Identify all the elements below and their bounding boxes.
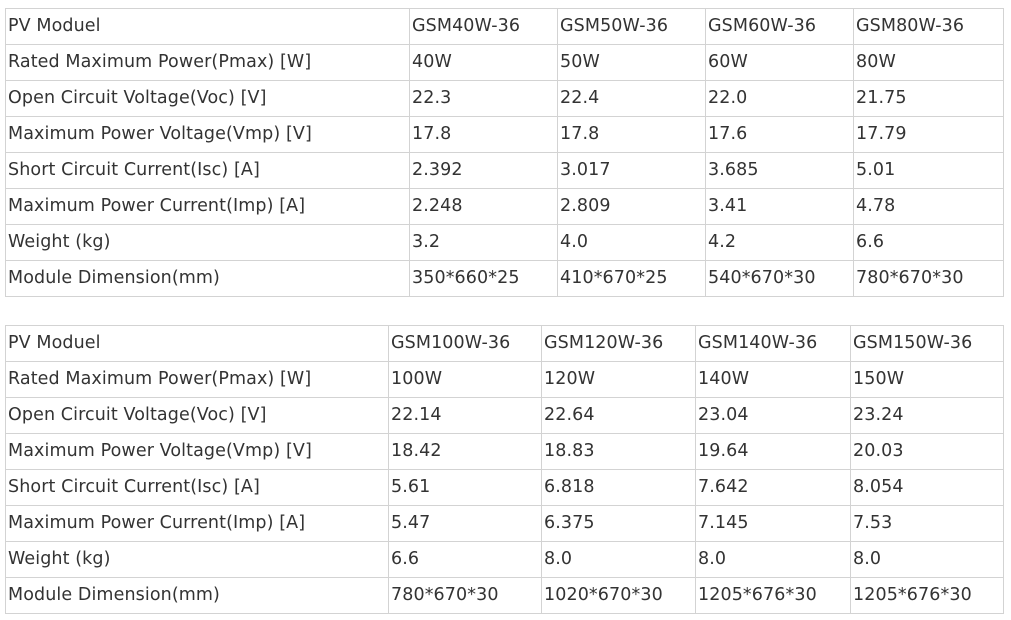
row-label: Open Circuit Voltage(Voc) [V] xyxy=(5,397,389,434)
cell-value: 3.2 xyxy=(409,224,558,261)
row-label: Short Circuit Current(Isc) [A] xyxy=(5,469,389,506)
cell-value: 22.0 xyxy=(705,80,854,117)
cell-value: 2.248 xyxy=(409,188,558,225)
cell-value: 50W xyxy=(557,44,706,81)
model-name: GSM50W-36 xyxy=(557,8,706,45)
row-label: PV Moduel xyxy=(5,8,410,45)
model-name: GSM60W-36 xyxy=(705,8,854,45)
cell-value: 4.2 xyxy=(705,224,854,261)
row-label: Weight (kg) xyxy=(5,541,389,578)
cell-value: 22.3 xyxy=(409,80,558,117)
cell-value: 8.0 xyxy=(850,541,1004,578)
table-row: Module Dimension(mm) 780*670*30 1020*670… xyxy=(5,577,1004,614)
table-row: Short Circuit Current(Isc) [A] 2.392 3.0… xyxy=(5,152,1004,189)
row-label: Maximum Power Current(Imp) [A] xyxy=(5,188,410,225)
row-label: PV Moduel xyxy=(5,325,389,362)
cell-value: 5.61 xyxy=(388,469,542,506)
cell-value: 22.64 xyxy=(541,397,696,434)
cell-value: 540*670*30 xyxy=(705,260,854,297)
table-row: Weight (kg) 6.6 8.0 8.0 8.0 xyxy=(5,541,1004,578)
cell-value: 40W xyxy=(409,44,558,81)
table-header-row: PV Moduel GSM100W-36 GSM120W-36 GSM140W-… xyxy=(5,325,1004,362)
table-row: Open Circuit Voltage(Voc) [V] 22.3 22.4 … xyxy=(5,80,1004,117)
table-row: Short Circuit Current(Isc) [A] 5.61 6.81… xyxy=(5,469,1004,506)
cell-value: 3.017 xyxy=(557,152,706,189)
row-label: Maximum Power Voltage(Vmp) [V] xyxy=(5,433,389,470)
cell-value: 7.145 xyxy=(695,505,851,542)
cell-value: 6.818 xyxy=(541,469,696,506)
cell-value: 18.83 xyxy=(541,433,696,470)
cell-value: 1020*670*30 xyxy=(541,577,696,614)
cell-value: 22.14 xyxy=(388,397,542,434)
cell-value: 100W xyxy=(388,361,542,398)
cell-value: 17.8 xyxy=(409,116,558,153)
cell-value: 3.685 xyxy=(705,152,854,189)
row-label: Module Dimension(mm) xyxy=(5,260,410,297)
row-label: Rated Maximum Power(Pmax) [W] xyxy=(5,44,410,81)
row-label: Short Circuit Current(Isc) [A] xyxy=(5,152,410,189)
cell-value: 19.64 xyxy=(695,433,851,470)
cell-value: 18.42 xyxy=(388,433,542,470)
cell-value: 4.78 xyxy=(853,188,1004,225)
model-name: GSM80W-36 xyxy=(853,8,1004,45)
cell-value: 17.8 xyxy=(557,116,706,153)
table-row: Rated Maximum Power(Pmax) [W] 100W 120W … xyxy=(5,361,1004,398)
cell-value: 3.41 xyxy=(705,188,854,225)
cell-value: 17.6 xyxy=(705,116,854,153)
cell-value: 4.0 xyxy=(557,224,706,261)
model-name: GSM100W-36 xyxy=(388,325,542,362)
model-name: GSM40W-36 xyxy=(409,8,558,45)
cell-value: 7.53 xyxy=(850,505,1004,542)
cell-value: 23.04 xyxy=(695,397,851,434)
cell-value: 22.4 xyxy=(557,80,706,117)
table-row: Maximum Power Voltage(Vmp) [V] 18.42 18.… xyxy=(5,433,1004,470)
cell-value: 80W xyxy=(853,44,1004,81)
cell-value: 60W xyxy=(705,44,854,81)
cell-value: 7.642 xyxy=(695,469,851,506)
cell-value: 2.809 xyxy=(557,188,706,225)
cell-value: 6.6 xyxy=(853,224,1004,261)
cell-value: 21.75 xyxy=(853,80,1004,117)
cell-value: 140W xyxy=(695,361,851,398)
cell-value: 780*670*30 xyxy=(388,577,542,614)
cell-value: 1205*676*30 xyxy=(850,577,1004,614)
table-row: Maximum Power Voltage(Vmp) [V] 17.8 17.8… xyxy=(5,116,1004,153)
spec-table-1: PV Moduel GSM40W-36 GSM50W-36 GSM60W-36 … xyxy=(5,8,1004,297)
cell-value: 17.79 xyxy=(853,116,1004,153)
table-row: Open Circuit Voltage(Voc) [V] 22.14 22.6… xyxy=(5,397,1004,434)
row-label: Weight (kg) xyxy=(5,224,410,261)
row-label: Module Dimension(mm) xyxy=(5,577,389,614)
cell-value: 23.24 xyxy=(850,397,1004,434)
cell-value: 5.47 xyxy=(388,505,542,542)
row-label: Maximum Power Current(Imp) [A] xyxy=(5,505,389,542)
row-label: Rated Maximum Power(Pmax) [W] xyxy=(5,361,389,398)
cell-value: 5.01 xyxy=(853,152,1004,189)
spec-table-2: PV Moduel GSM100W-36 GSM120W-36 GSM140W-… xyxy=(5,325,1004,614)
cell-value: 780*670*30 xyxy=(853,260,1004,297)
cell-value: 6.375 xyxy=(541,505,696,542)
table-row: Module Dimension(mm) 350*660*25 410*670*… xyxy=(5,260,1004,297)
table-row: Maximum Power Current(Imp) [A] 2.248 2.8… xyxy=(5,188,1004,225)
cell-value: 6.6 xyxy=(388,541,542,578)
cell-value: 8.0 xyxy=(695,541,851,578)
cell-value: 8.054 xyxy=(850,469,1004,506)
table-row: Rated Maximum Power(Pmax) [W] 40W 50W 60… xyxy=(5,44,1004,81)
table-row: Maximum Power Current(Imp) [A] 5.47 6.37… xyxy=(5,505,1004,542)
cell-value: 410*670*25 xyxy=(557,260,706,297)
table-header-row: PV Moduel GSM40W-36 GSM50W-36 GSM60W-36 … xyxy=(5,8,1004,45)
cell-value: 20.03 xyxy=(850,433,1004,470)
table-row: Weight (kg) 3.2 4.0 4.2 6.6 xyxy=(5,224,1004,261)
cell-value: 2.392 xyxy=(409,152,558,189)
model-name: GSM150W-36 xyxy=(850,325,1004,362)
cell-value: 350*660*25 xyxy=(409,260,558,297)
cell-value: 120W xyxy=(541,361,696,398)
model-name: GSM140W-36 xyxy=(695,325,851,362)
row-label: Open Circuit Voltage(Voc) [V] xyxy=(5,80,410,117)
cell-value: 1205*676*30 xyxy=(695,577,851,614)
row-label: Maximum Power Voltage(Vmp) [V] xyxy=(5,116,410,153)
cell-value: 150W xyxy=(850,361,1004,398)
model-name: GSM120W-36 xyxy=(541,325,696,362)
cell-value: 8.0 xyxy=(541,541,696,578)
